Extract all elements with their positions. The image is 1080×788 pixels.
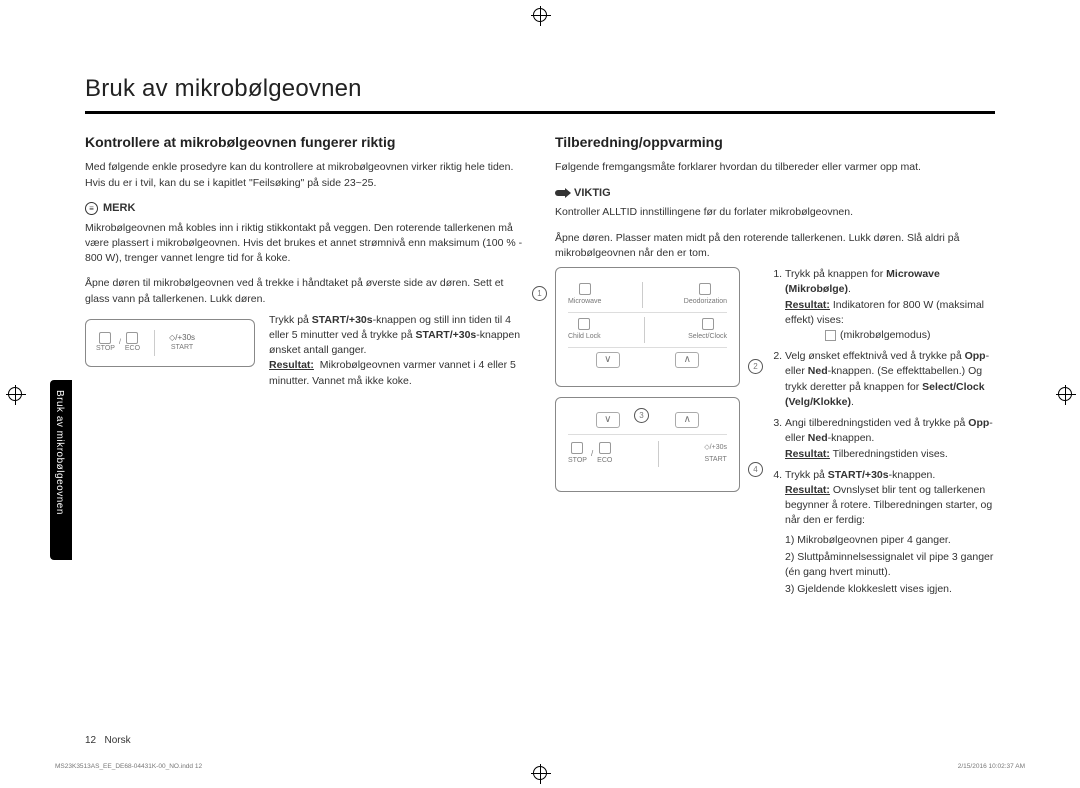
callout-4: 4	[748, 462, 763, 477]
control-panel-b: 3 4 ∨ ∧ STOP / ECO	[555, 397, 740, 492]
note-label-text: MERK	[103, 201, 135, 217]
step-1: Trykk på knappen for Microwave (Mikrobøl…	[785, 267, 995, 343]
left-heading: Kontrollere at mikrobølgeovnen fungerer …	[85, 132, 525, 152]
registration-mark	[533, 8, 547, 22]
childlock-icon	[578, 318, 590, 330]
registration-mark	[1058, 387, 1072, 401]
microwave-icon	[579, 283, 591, 295]
page-language: Norsk	[104, 735, 130, 746]
control-panel-diagram: STOP / ECO ◇/+30s START	[85, 319, 255, 367]
registration-mark	[8, 387, 22, 401]
left-intro: Med følgende enkle prosedyre kan du kont…	[85, 160, 525, 190]
stop-icon	[99, 332, 111, 344]
callout-1: 1	[532, 286, 547, 301]
steps-block: Trykk på knappen for Microwave (Mikrobøl…	[769, 267, 995, 603]
step-4-sub3: 3) Gjeldende klokkeslett vises igjen.	[785, 582, 995, 597]
panel-instruction: Trykk på START/+30s-knappen og still inn…	[269, 313, 525, 389]
note-icon: ≡	[85, 202, 98, 215]
left-column: Kontrollere at mikrobølgeovnen fungerer …	[85, 132, 525, 603]
eco-label: ECO	[125, 344, 140, 354]
step-3: Angi tilberedningstiden ved å trykke på …	[785, 416, 995, 462]
important-label-text: VIKTIG	[574, 186, 611, 202]
note-label: ≡ MERK	[85, 201, 525, 217]
eco-icon	[599, 442, 611, 454]
note-body: Mikrobølgeovnen må kobles inn i riktig s…	[85, 221, 525, 267]
eco-label: ECO	[597, 456, 612, 466]
selectclock-label: Select/Clock	[688, 332, 727, 342]
step-4: Trykk på START/+30s-knappen. Resultat: O…	[785, 468, 995, 598]
step-4-sub2: 2) Sluttpåminnelsessignalet vil pipe 3 g…	[785, 550, 995, 580]
deodor-label: Deodorization	[684, 297, 727, 307]
left-p2: Åpne døren til mikrobølgeovnen ved å tre…	[85, 276, 525, 306]
control-panel-a: 1 2 Microwave Deodorization Child Lock S…	[555, 267, 740, 387]
callout-2: 2	[748, 359, 763, 374]
page-footer: 12 Norsk	[85, 735, 131, 746]
doc-timestamp: 2/15/2016 10:02:37 AM	[958, 763, 1025, 770]
pointer-icon	[555, 188, 569, 198]
side-tab: Bruk av mikrobølgeovnen	[50, 380, 72, 560]
deodor-icon	[699, 283, 711, 295]
childlock-label: Child Lock	[568, 332, 601, 342]
stop-label: STOP	[568, 456, 587, 466]
page-title: Bruk av mikrobølgeovnen	[85, 75, 995, 114]
plus30-label: /+30s	[710, 444, 727, 451]
plus30-label: /+30s	[175, 333, 195, 342]
right-column: Tilberedning/oppvarming Følgende fremgan…	[555, 132, 995, 603]
side-tab-label: Bruk av mikrobølgeovnen	[50, 380, 69, 525]
start-label: START	[704, 455, 726, 465]
registration-mark	[533, 766, 547, 780]
page-number: 12	[85, 735, 96, 746]
eco-icon	[126, 332, 138, 344]
stop-label: STOP	[96, 344, 115, 354]
mode-icon	[825, 330, 836, 341]
microwave-label: Microwave	[568, 297, 601, 307]
stop-icon	[571, 442, 583, 454]
step-4-sub1: 1) Mikrobølgeovnen piper 4 ganger.	[785, 533, 995, 548]
down-arrow-icon: ∨	[596, 412, 620, 428]
important-label: VIKTIG	[555, 186, 995, 202]
right-heading: Tilberedning/oppvarming	[555, 132, 995, 152]
up-arrow-icon: ∧	[675, 352, 699, 368]
selectclock-icon	[702, 318, 714, 330]
start-label: START	[171, 343, 193, 353]
right-intro: Følgende fremgangsmåte forklarer hvordan…	[555, 160, 995, 175]
step-2: Velg ønsket effektnivå ved å trykke på O…	[785, 349, 995, 410]
important-body: Kontroller ALLTID innstillingene før du …	[555, 205, 995, 220]
doc-ref: MS23K3513AS_EE_DE68-04431K-00_NO.indd 12	[55, 763, 202, 770]
right-p2: Åpne døren. Plasser maten midt på den ro…	[555, 231, 995, 261]
up-arrow-icon: ∧	[675, 412, 699, 428]
down-arrow-icon: ∨	[596, 352, 620, 368]
